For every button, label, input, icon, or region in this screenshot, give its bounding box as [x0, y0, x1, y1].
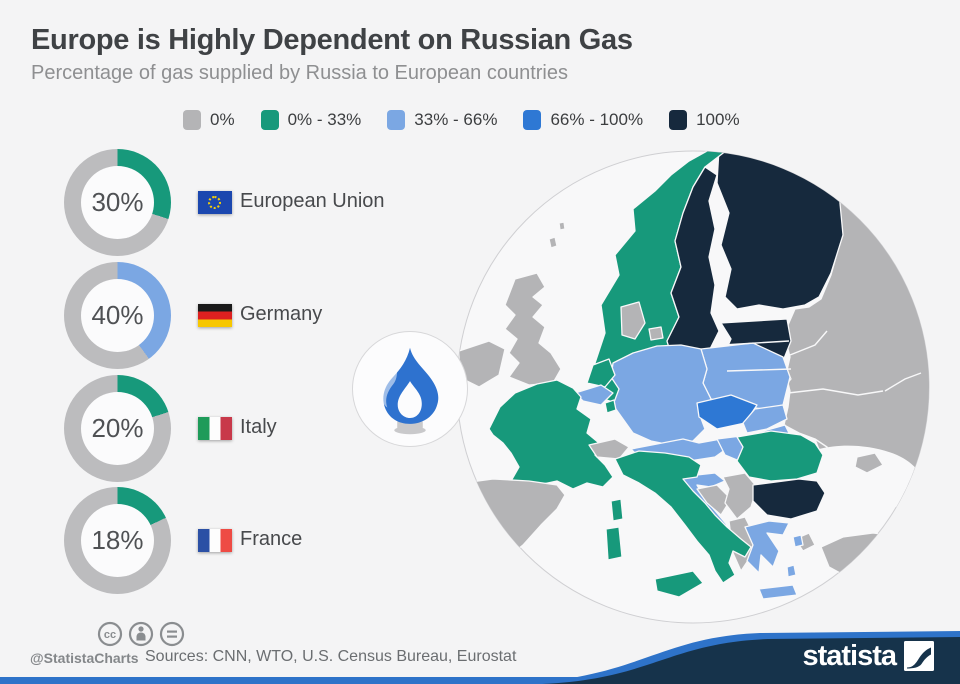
donut-percentage: 18%: [91, 525, 144, 555]
legend-item: 33% - 66%: [387, 110, 497, 130]
country-italy: [614, 450, 752, 584]
legend-swatch: [183, 110, 201, 130]
country-border-line: [722, 340, 790, 346]
cc-nd-icon: [159, 621, 185, 647]
country-crete: [758, 584, 798, 600]
country-greece: [744, 520, 790, 574]
statista-logo-icon: [904, 641, 934, 671]
statista-brand: statista: [802, 641, 934, 671]
flag-icon-eu: [198, 191, 232, 214]
country-bosnia: [696, 484, 732, 516]
flag-icon-fr: [198, 529, 232, 552]
donut-country-label: Italy: [240, 416, 277, 438]
page-subtitle: Percentage of gas supplied by Russia to …: [31, 62, 569, 84]
legend-item: 100%: [669, 110, 740, 130]
country-romania: [736, 430, 824, 482]
donut-row-de: 40% Germany: [64, 262, 464, 370]
legend-label: 0%: [210, 110, 235, 129]
donut-chart: [64, 262, 171, 369]
sources-text: Sources: CNN, WTO, U.S. Census Bureau, E…: [145, 648, 517, 665]
country-greek-island-1: [792, 534, 804, 548]
country-denmark-islands: [648, 326, 664, 341]
country-crimea: [854, 452, 884, 474]
legend-label: 0% - 33%: [287, 110, 362, 129]
country-morocco: [457, 574, 492, 610]
legend-swatch: [669, 110, 688, 130]
gas-flame-badge: [352, 331, 468, 447]
footer-wave: [0, 631, 960, 684]
donut-row-eu: 30% European Union: [64, 149, 464, 257]
europe-map-svg: [456, 150, 930, 624]
donut-country-label: European Union: [240, 190, 385, 212]
country-sicily: [654, 570, 704, 598]
country-sardinia: [605, 526, 623, 561]
donut-row-fr: 18% France: [64, 487, 464, 595]
donut-chart: [64, 487, 171, 594]
legend-item: 66% - 100%: [523, 110, 643, 130]
legend-swatch: [523, 110, 542, 130]
country-shetland: [548, 221, 566, 249]
flag-icon-it: [198, 417, 232, 440]
europe-choropleth-map: [453, 147, 933, 627]
donut-percentage: 20%: [91, 413, 144, 443]
country-border-line: [726, 368, 792, 372]
country-slovakia: [742, 404, 788, 434]
country-france: [488, 379, 614, 490]
country-uk: [504, 272, 562, 386]
country-greek-island-2: [786, 564, 797, 578]
country-luxembourg: [604, 399, 617, 414]
legend-label: 66% - 100%: [550, 110, 644, 129]
country-denmark: [620, 301, 646, 340]
country-finland: [716, 151, 844, 310]
cc-by-icon: [128, 621, 154, 647]
legend-swatch: [387, 110, 406, 130]
country-bulgaria: [752, 478, 826, 520]
country-border-line: [457, 482, 464, 562]
country-belgium: [574, 384, 614, 406]
cc-license-icons: cc: [96, 621, 188, 654]
legend-item: 0%: [183, 110, 235, 130]
legend-label: 33% - 66%: [414, 110, 498, 129]
flag-icon-de: [198, 304, 232, 327]
gas-flame-icon: [380, 347, 439, 435]
country-border-line: [787, 388, 884, 396]
svg-text:cc: cc: [104, 629, 116, 641]
country-border-line: [789, 330, 828, 356]
statista-charts-handle: @StatistaCharts: [30, 650, 139, 666]
country-corsica: [610, 498, 624, 522]
country-border-line: [814, 438, 834, 462]
donut-country-label: France: [240, 528, 303, 550]
legend-label: 100%: [696, 110, 740, 129]
donut-percentage: 30%: [91, 187, 144, 217]
legend-swatch: [260, 110, 279, 130]
country-switzerland: [588, 438, 630, 460]
legend-item: 0% - 33%: [260, 110, 362, 130]
country-border-line: [884, 372, 922, 392]
donut-row-it: 20% Italy: [64, 375, 464, 483]
country-turkey: [820, 532, 929, 588]
donut-country-label: Germany: [240, 303, 323, 325]
cc-icon: [97, 621, 123, 647]
donut-percentage: 40%: [91, 300, 144, 330]
page-title: Europe is Highly Dependent on Russian Ga…: [31, 24, 633, 56]
donut-chart: [64, 375, 171, 482]
statista-logo-text: statista: [802, 639, 897, 672]
sea-area: [853, 151, 905, 183]
legend: 0% 0% - 33% 33% - 66% 66% - 100% 100%: [183, 110, 740, 130]
eu-stars-circle: [208, 195, 221, 209]
donut-chart: [64, 149, 171, 256]
